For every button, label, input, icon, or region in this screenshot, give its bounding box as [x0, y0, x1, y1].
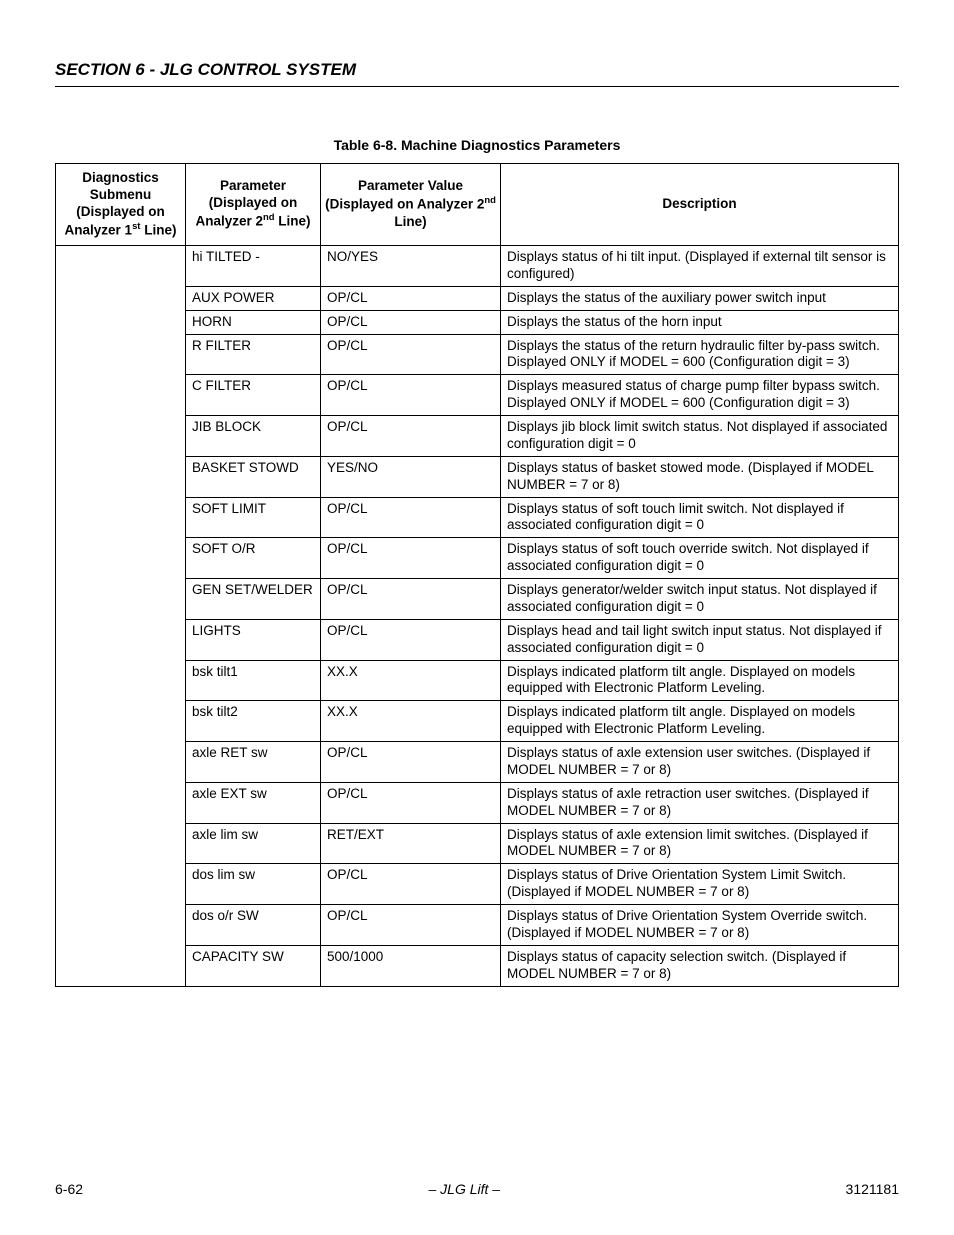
header-value: Parameter Value (Displayed on Analyzer 2…	[321, 164, 501, 246]
value-cell: OP/CL	[321, 742, 501, 783]
table-row: hi TILTED -NO/YESDisplays status of hi t…	[56, 246, 899, 287]
value-cell: XX.X	[321, 660, 501, 701]
value-cell: OP/CL	[321, 619, 501, 660]
desc-cell: Displays measured status of charge pump …	[501, 375, 899, 416]
desc-cell: Displays jib block limit switch status. …	[501, 416, 899, 457]
header-submenu: Diagnostics Submenu (Displayed on Analyz…	[56, 164, 186, 246]
value-cell: OP/CL	[321, 905, 501, 946]
value-cell: OP/CL	[321, 286, 501, 310]
value-cell: YES/NO	[321, 456, 501, 497]
value-cell: XX.X	[321, 701, 501, 742]
desc-cell: Displays status of Drive Orientation Sys…	[501, 905, 899, 946]
page-number: 6-62	[55, 1181, 83, 1197]
param-cell: LIGHTS	[186, 619, 321, 660]
param-cell: dos lim sw	[186, 864, 321, 905]
diagnostics-table: Diagnostics Submenu (Displayed on Analyz…	[55, 163, 899, 987]
param-cell: bsk tilt2	[186, 701, 321, 742]
desc-cell: Displays status of hi tilt input. (Displ…	[501, 246, 899, 287]
param-cell: axle EXT sw	[186, 782, 321, 823]
header-description: Description	[501, 164, 899, 246]
value-cell: OP/CL	[321, 375, 501, 416]
desc-cell: Displays the status of the auxiliary pow…	[501, 286, 899, 310]
desc-cell: Displays the status of the horn input	[501, 310, 899, 334]
value-cell: OP/CL	[321, 864, 501, 905]
param-cell: SOFT LIMIT	[186, 497, 321, 538]
desc-cell: Displays status of basket stowed mode. (…	[501, 456, 899, 497]
submenu-cell	[56, 246, 186, 987]
value-cell: OP/CL	[321, 310, 501, 334]
desc-cell: Displays the status of the return hydrau…	[501, 334, 899, 375]
value-cell: NO/YES	[321, 246, 501, 287]
desc-cell: Displays status of axle retraction user …	[501, 782, 899, 823]
desc-cell: Displays indicated platform tilt angle. …	[501, 660, 899, 701]
table-header-row: Diagnostics Submenu (Displayed on Analyz…	[56, 164, 899, 246]
param-cell: C FILTER	[186, 375, 321, 416]
value-cell: OP/CL	[321, 416, 501, 457]
doc-number: 3121181	[846, 1181, 899, 1197]
param-cell: SOFT O/R	[186, 538, 321, 579]
param-cell: AUX POWER	[186, 286, 321, 310]
desc-cell: Displays status of soft touch limit swit…	[501, 497, 899, 538]
section-header: SECTION 6 - JLG CONTROL SYSTEM	[55, 60, 899, 87]
desc-cell: Displays status of axle extension limit …	[501, 823, 899, 864]
page-footer: 6-62 – JLG Lift – 3121181	[55, 1181, 899, 1197]
value-cell: OP/CL	[321, 782, 501, 823]
param-cell: R FILTER	[186, 334, 321, 375]
desc-cell: Displays indicated platform tilt angle. …	[501, 701, 899, 742]
value-cell: RET/EXT	[321, 823, 501, 864]
value-cell: OP/CL	[321, 334, 501, 375]
desc-cell: Displays generator/welder switch input s…	[501, 579, 899, 620]
desc-cell: Displays head and tail light switch inpu…	[501, 619, 899, 660]
param-cell: HORN	[186, 310, 321, 334]
param-cell: GEN SET/WELDER	[186, 579, 321, 620]
value-cell: OP/CL	[321, 579, 501, 620]
param-cell: dos o/r SW	[186, 905, 321, 946]
param-cell: axle RET sw	[186, 742, 321, 783]
param-cell: hi TILTED -	[186, 246, 321, 287]
desc-cell: Displays status of capacity selection sw…	[501, 945, 899, 986]
value-cell: OP/CL	[321, 538, 501, 579]
footer-center: – JLG Lift –	[428, 1181, 500, 1197]
param-cell: bsk tilt1	[186, 660, 321, 701]
param-cell: CAPACITY SW	[186, 945, 321, 986]
value-cell: 500/1000	[321, 945, 501, 986]
param-cell: BASKET STOWD	[186, 456, 321, 497]
param-cell: axle lim sw	[186, 823, 321, 864]
desc-cell: Displays status of soft touch override s…	[501, 538, 899, 579]
value-cell: OP/CL	[321, 497, 501, 538]
table-title: Table 6-8. Machine Diagnostics Parameter…	[55, 137, 899, 153]
param-cell: JIB BLOCK	[186, 416, 321, 457]
desc-cell: Displays status of Drive Orientation Sys…	[501, 864, 899, 905]
desc-cell: Displays status of axle extension user s…	[501, 742, 899, 783]
header-parameter: Parameter (Displayed on Analyzer 2nd Lin…	[186, 164, 321, 246]
